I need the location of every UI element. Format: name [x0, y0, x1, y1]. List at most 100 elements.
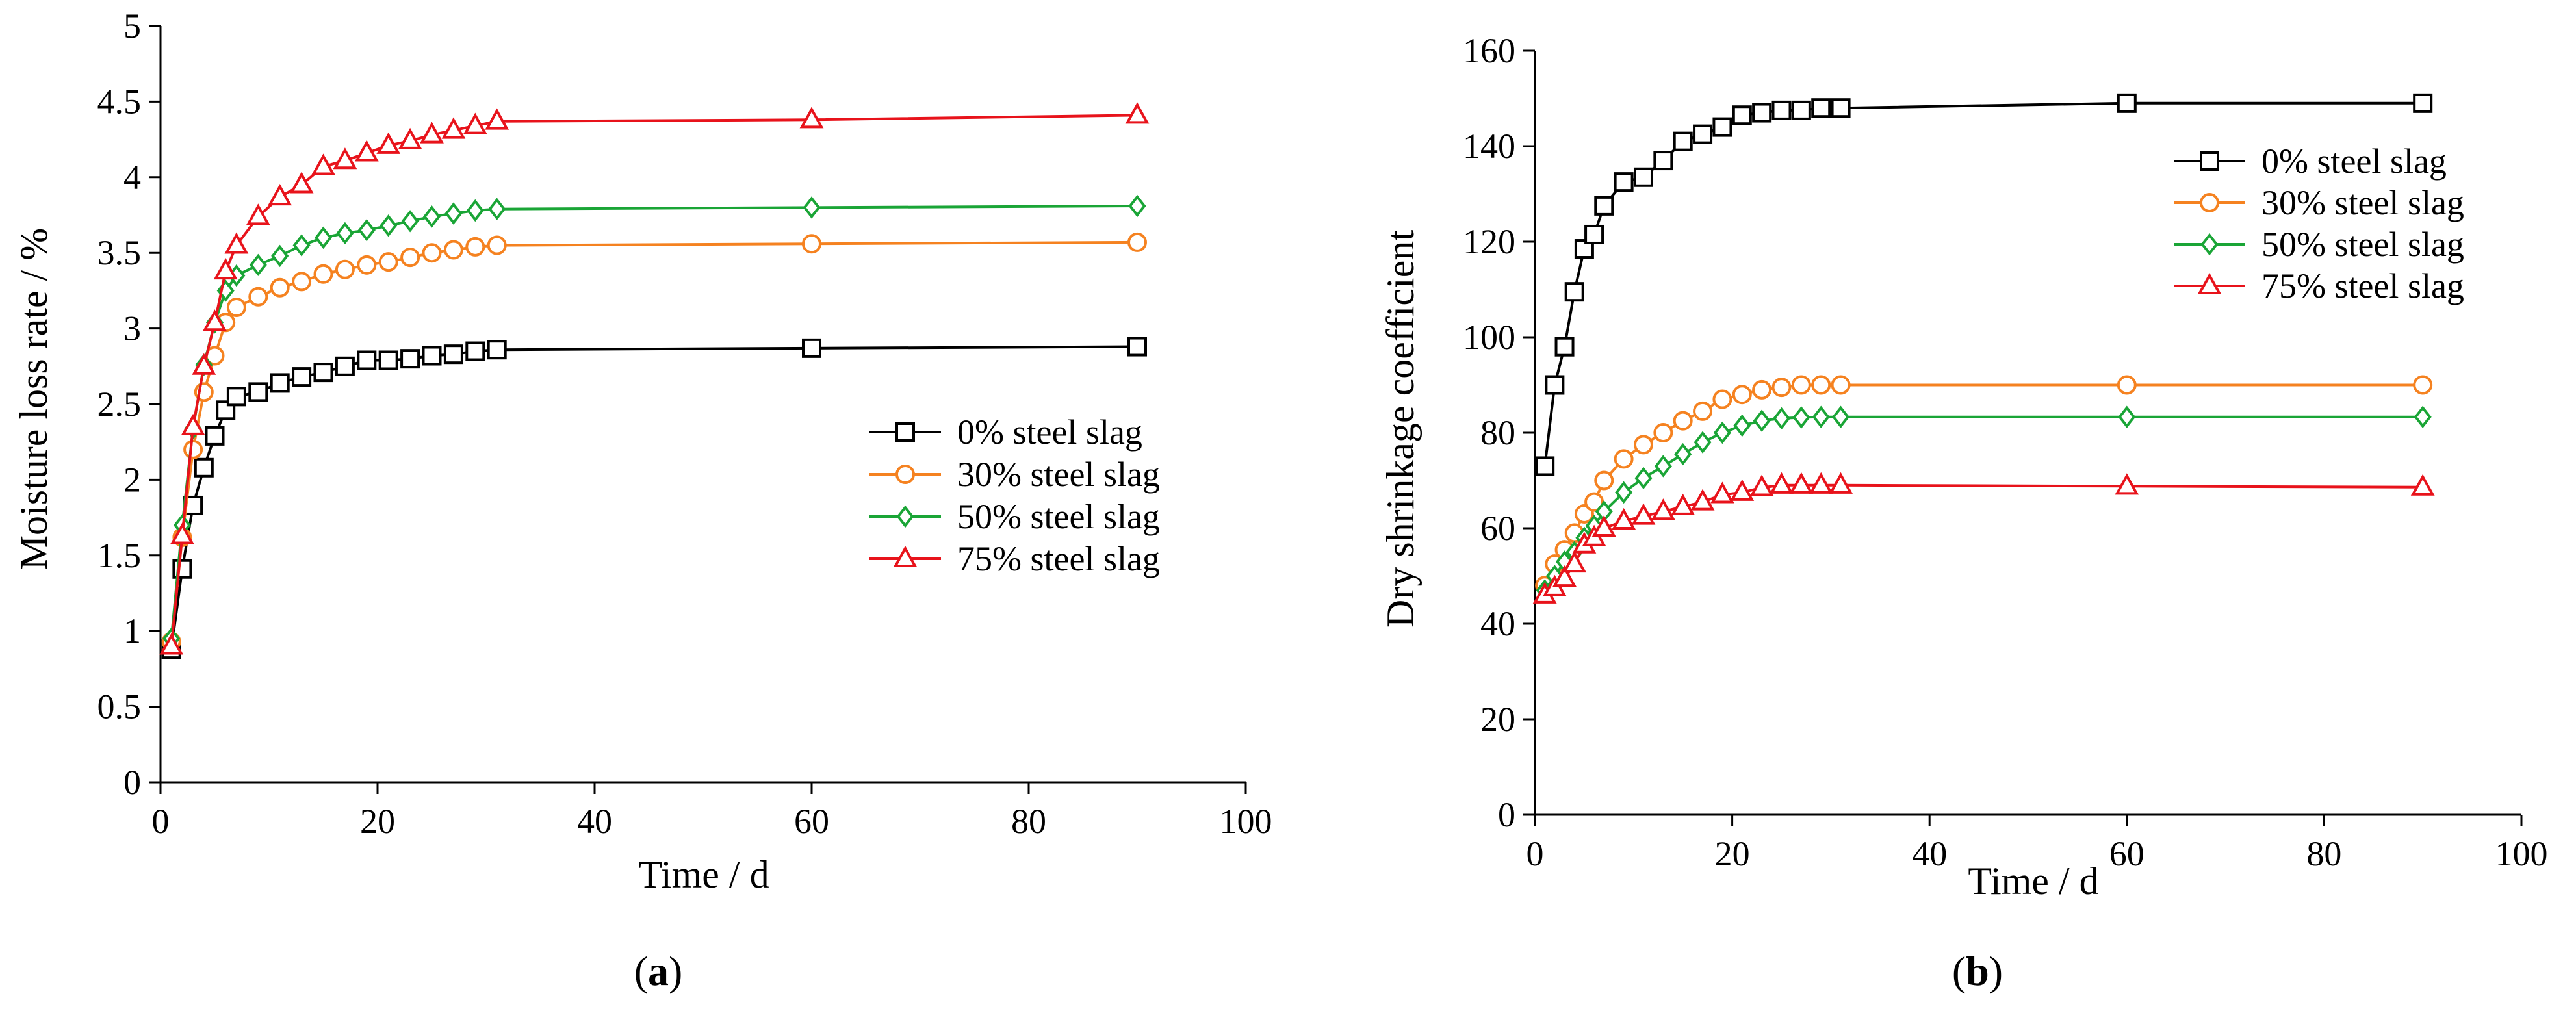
legend-marker [2197, 272, 2222, 294]
data-point [1693, 124, 1713, 144]
data-point [1125, 102, 1150, 124]
data-point [400, 248, 420, 268]
data-point [465, 341, 485, 361]
x-tick-label: 60 [794, 802, 829, 841]
y-tick-label: 20 [1480, 700, 1515, 739]
data-point [1564, 282, 1584, 302]
data-point [1128, 194, 1146, 218]
data-point [203, 309, 227, 331]
y-axis-title: Moisture loss rate / % [12, 228, 55, 570]
x-tick-label: 40 [577, 802, 612, 841]
x-tick-label: 20 [1715, 834, 1750, 873]
data-point [1614, 172, 1634, 192]
data-point [1770, 472, 1794, 494]
legend-label: 0% steel slag [957, 413, 1142, 452]
data-point [802, 338, 821, 358]
data-point [292, 272, 312, 292]
panel-caption-a: (a) [634, 948, 683, 994]
data-point [1713, 421, 1731, 444]
data-point [289, 172, 314, 194]
data-point [1654, 455, 1672, 478]
data-point [335, 356, 355, 376]
data-point [181, 413, 205, 435]
data-point [1694, 431, 1712, 454]
data-point [1552, 565, 1577, 587]
data-point [224, 232, 249, 254]
data-point [376, 132, 401, 154]
data-point [268, 183, 292, 206]
legend-marker [893, 545, 918, 567]
data-point [1545, 375, 1565, 395]
y-tick-label: 1 [123, 611, 141, 650]
data-point [333, 147, 357, 170]
data-point [1615, 481, 1633, 504]
y-tick-label: 1.5 [97, 536, 142, 575]
data-point [1594, 196, 1614, 216]
data-point [487, 340, 507, 360]
legend-label: 0% steel slag [2261, 142, 2447, 181]
data-point [1673, 411, 1693, 431]
data-point [1712, 117, 1732, 137]
data-point [2414, 405, 2432, 428]
data-point [335, 259, 355, 279]
series-line [1544, 483, 2423, 596]
data-point [1633, 435, 1653, 455]
x-tick-label: 100 [1220, 802, 1272, 841]
data-point [1127, 232, 1147, 252]
panel-label-a: a [648, 948, 669, 994]
legend-marker [896, 505, 914, 528]
data-point [213, 258, 238, 280]
data-point [1772, 407, 1791, 430]
data-point [398, 127, 422, 149]
data-point [226, 298, 246, 318]
panel-caption-b: (b) [1952, 948, 2003, 994]
data-point [1584, 492, 1604, 512]
data-point [1832, 405, 1850, 428]
y-tick-label: 5 [123, 6, 141, 45]
data-point [803, 196, 821, 219]
chart-axes [159, 26, 1246, 784]
y-tick-label: 160 [1463, 31, 1515, 70]
data-point [1753, 409, 1771, 432]
data-point [1693, 401, 1713, 421]
y-tick-label: 4.5 [97, 82, 142, 121]
chart-panel-a: 0 0.5 1 1.5 2 2.5 3 3.5 4 4.5 5 0 20 40 60 80 100 Time /… [12, 6, 1272, 994]
legend-label: 30% steel slag [2261, 183, 2464, 222]
data-point [192, 353, 216, 375]
data-point [1730, 479, 1755, 501]
legend-marker [2200, 193, 2219, 212]
data-point [1811, 98, 1831, 118]
data-point [1671, 493, 1695, 515]
legend-label: 30% steel slag [957, 455, 1160, 494]
data-point [441, 117, 466, 139]
data-point [311, 153, 335, 175]
legend-label: 75% steel slag [957, 539, 1160, 578]
x-tick-label: 20 [360, 802, 395, 841]
data-point [248, 382, 268, 402]
panel-label-b: b [1966, 948, 1989, 994]
data-point [1710, 481, 1734, 504]
data-point [1791, 375, 1811, 395]
data-point [1127, 337, 1147, 357]
legend-marker [895, 465, 915, 484]
legend-marker [895, 422, 915, 442]
data-point [1653, 423, 1673, 442]
data-point [1789, 472, 1814, 494]
data-point [1752, 103, 1772, 123]
data-point [465, 237, 485, 257]
chart-series [159, 102, 1150, 659]
x-tick-label: 0 [1526, 834, 1544, 873]
data-point [270, 277, 290, 298]
data-point [271, 244, 289, 268]
data-point [292, 234, 311, 257]
data-point [1651, 498, 1675, 520]
data-point [1673, 131, 1693, 151]
data-point [1831, 375, 1851, 395]
y-tick-label: 100 [1463, 318, 1515, 357]
series-line [1543, 415, 2423, 591]
data-point [336, 222, 354, 245]
y-tick-label: 140 [1463, 127, 1515, 166]
data-point [2115, 473, 2139, 495]
data-point [1811, 375, 1831, 395]
